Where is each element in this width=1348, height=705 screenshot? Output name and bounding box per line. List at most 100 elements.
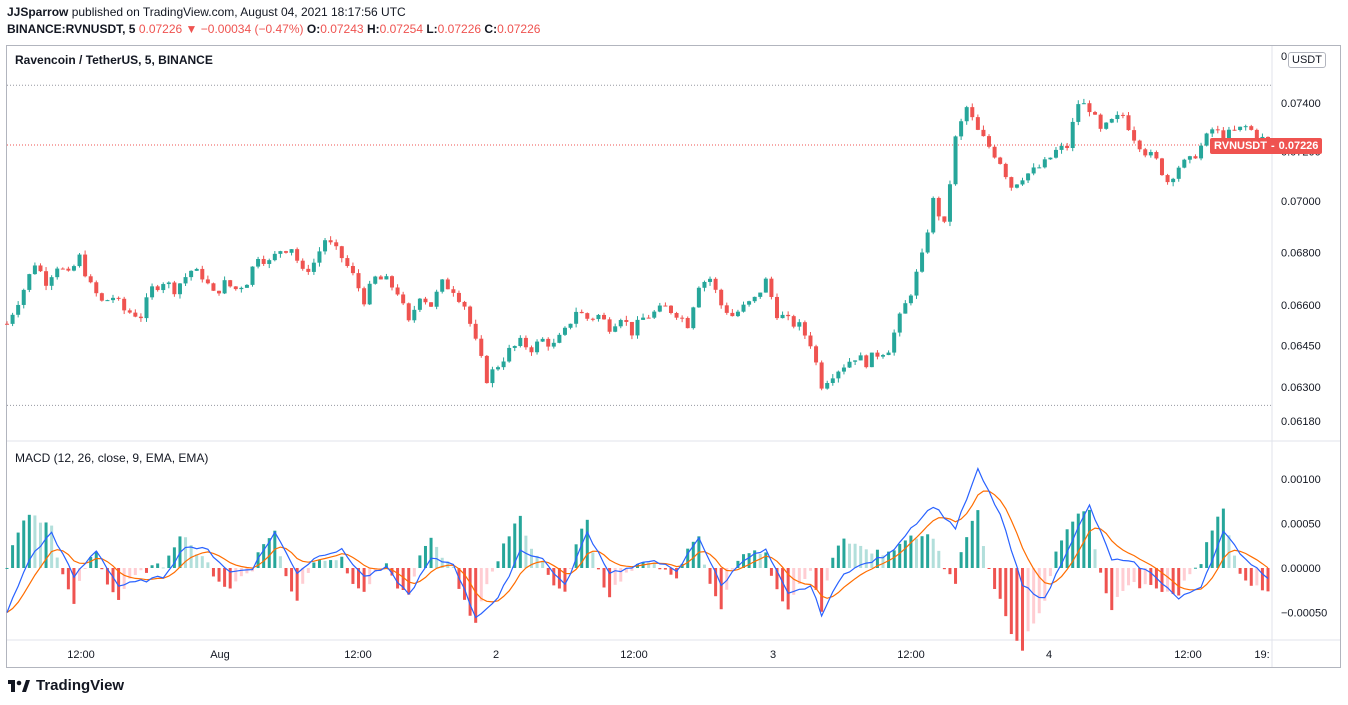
macd-histogram-bar xyxy=(814,568,818,590)
macd-histogram-bar xyxy=(658,568,662,570)
macd-histogram-bar xyxy=(122,568,126,589)
candle-body xyxy=(122,298,127,311)
candle-body xyxy=(217,290,222,294)
macd-histogram-bar xyxy=(340,556,344,568)
publisher-name[interactable]: JJSparrow xyxy=(7,5,69,19)
macd-histogram-bar xyxy=(1071,521,1075,568)
macd-histogram-bar xyxy=(390,568,394,576)
macd-histogram-bar xyxy=(781,568,785,602)
macd-histogram-bar xyxy=(563,568,567,592)
candle-body xyxy=(1226,129,1231,141)
macd-axis-label: −0.00050 xyxy=(1281,608,1327,620)
price-axis-label: 0.06600 xyxy=(1281,300,1321,312)
macd-histogram-bar xyxy=(1054,551,1058,568)
candle-body xyxy=(55,268,60,278)
candle-body xyxy=(1076,104,1081,122)
macd-histogram-bar xyxy=(1132,568,1136,583)
chart-frame xyxy=(6,45,1341,668)
macd-histogram-bar xyxy=(1188,568,1192,575)
macd-line xyxy=(6,466,1269,619)
candle-body xyxy=(507,347,512,362)
candle-body xyxy=(1003,163,1008,178)
candle-body xyxy=(205,279,210,284)
candle-body xyxy=(680,317,685,319)
macd-histogram-bar xyxy=(1143,568,1147,585)
candle-body xyxy=(116,297,121,299)
macd-histogram-bar xyxy=(708,568,712,584)
macd-histogram-bar xyxy=(1099,568,1103,573)
candle-body xyxy=(1187,156,1192,160)
macd-histogram-bar xyxy=(22,520,26,568)
publish-info: JJSparrow published on TradingView.com, … xyxy=(7,5,406,19)
macd-histogram-bar xyxy=(993,568,997,590)
candle-body xyxy=(456,292,461,302)
macd-histogram-bar xyxy=(1087,509,1091,568)
candle-body xyxy=(1053,149,1058,158)
macd-histogram-bar xyxy=(926,534,930,568)
candle-body xyxy=(786,314,791,317)
last-price-tag: RVNUSDT - 0.07226 xyxy=(1210,138,1323,154)
candle-body xyxy=(875,352,880,357)
macd-histogram-bar xyxy=(702,564,706,568)
candle-body xyxy=(908,295,913,304)
candle-body xyxy=(1171,178,1176,183)
macd-histogram-bar xyxy=(317,559,321,568)
candle-body xyxy=(830,378,835,384)
candle-body xyxy=(819,362,824,389)
macd-axis-label: 0.00000 xyxy=(1281,563,1321,575)
macd-histogram-bar xyxy=(797,568,801,584)
price-axis-label: 0.07400 xyxy=(1281,98,1321,110)
high-value: 0.07254 xyxy=(379,22,423,36)
macd-histogram-bar xyxy=(808,568,812,571)
candle-body xyxy=(468,306,473,324)
candle-body xyxy=(574,311,579,324)
candle-body xyxy=(38,265,43,272)
candle-body xyxy=(150,286,155,298)
candle-body xyxy=(1115,114,1120,120)
candle-body xyxy=(295,249,300,261)
macd-histogram-bar xyxy=(267,538,271,568)
candle-body xyxy=(836,371,841,379)
candle-body xyxy=(1104,122,1109,129)
candle-body xyxy=(32,265,37,275)
macd-histogram-bar xyxy=(725,568,729,590)
candle-body xyxy=(189,270,194,278)
macd-histogram-bar xyxy=(686,548,690,568)
candle-body xyxy=(1254,129,1259,139)
macd-histogram-bar xyxy=(1015,568,1019,641)
macd-histogram-bar xyxy=(217,568,221,582)
macd-histogram-bar xyxy=(792,568,796,595)
macd-histogram-bar xyxy=(669,568,673,575)
macd-histogram-bar xyxy=(357,568,361,589)
candle-body xyxy=(49,277,54,286)
macd-histogram-bar xyxy=(27,514,31,568)
time-axis-label: 2 xyxy=(493,649,499,661)
macd-histogram-bar xyxy=(954,568,958,584)
macd-histogram-bar xyxy=(630,568,634,571)
open-label: O: xyxy=(306,22,321,36)
macd-histogram-bar xyxy=(870,553,874,568)
macd-histogram-bar xyxy=(329,560,333,568)
signal-line xyxy=(6,490,1269,613)
candle-body xyxy=(763,278,768,293)
macd-histogram-bar xyxy=(1249,568,1253,586)
candle-body xyxy=(1221,130,1226,141)
candle-body xyxy=(83,254,88,277)
macd-histogram-bar xyxy=(38,522,42,568)
macd-histogram-bar xyxy=(440,557,444,568)
candle-body xyxy=(350,266,355,274)
candle-body xyxy=(523,337,528,348)
open-value: 0.07243 xyxy=(320,22,364,36)
tradingview-logo[interactable]: TradingView xyxy=(8,677,124,694)
macd-histogram-bar xyxy=(948,568,952,575)
macd-histogram-bar xyxy=(401,568,405,590)
candle-body xyxy=(177,283,182,295)
currency-badge[interactable]: USDT xyxy=(1288,52,1326,68)
candle-body xyxy=(1238,126,1243,130)
macd-histogram-bar xyxy=(1255,568,1259,586)
macd-histogram-bar xyxy=(624,568,628,573)
ohlc-legend: BINANCE:RVNUSDT, 5 0.07226 ▼ −0.00034 (−… xyxy=(7,22,540,36)
candle-body xyxy=(233,286,238,290)
candle-body xyxy=(769,278,774,297)
